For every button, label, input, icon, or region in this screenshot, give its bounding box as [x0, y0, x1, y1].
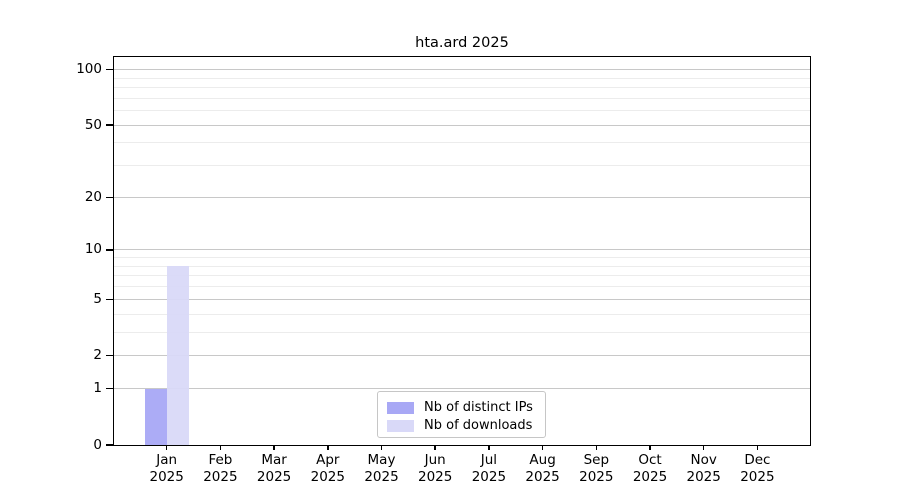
x-tick-month: Sep [583, 452, 610, 468]
y-tick-label: 1 [93, 380, 102, 397]
y-tick [106, 387, 113, 390]
y-tick [106, 124, 113, 126]
y-tick-label: 10 [84, 241, 102, 258]
legend-swatch-downloads [387, 419, 414, 432]
bar-distinct-ips [144, 388, 167, 445]
x-tick-year: 2025 [525, 468, 560, 485]
x-tick-month: Dec [744, 452, 771, 468]
y-tick-label: 5 [93, 290, 102, 307]
legend: Nb of distinct IPs Nb of downloads [377, 391, 546, 438]
x-tick-month: Feb [208, 452, 233, 468]
x-tick [756, 445, 759, 450]
y-tick [106, 298, 113, 301]
x-tick [273, 445, 275, 450]
x-tick-month: Aug [529, 452, 556, 468]
gridline-minor [114, 286, 810, 288]
x-tick-label: Apr 2025 [296, 452, 360, 485]
x-tick-month: Jun [424, 452, 446, 468]
x-tick-year: 2025 [256, 468, 292, 485]
y-tick-label: 2 [93, 347, 102, 364]
y-tick-label: 50 [84, 116, 102, 133]
legend-swatch-distinct-ips [387, 401, 414, 414]
gridline-major [114, 298, 810, 300]
y-tick-label: 0 [93, 436, 102, 453]
x-tick-year: 2025 [418, 468, 453, 485]
x-tick-year: 2025 [364, 468, 399, 485]
x-tick-year: 2025 [686, 468, 721, 485]
x-tick-month: Jul [480, 452, 498, 468]
x-tick-year: 2025 [579, 468, 614, 485]
x-tick-label: Aug 2025 [511, 452, 575, 485]
y-tick-label: 100 [76, 61, 102, 78]
y-tick [106, 444, 113, 446]
gridline-major [114, 196, 810, 198]
x-tick-label: Jun 2025 [403, 452, 467, 485]
x-tick-year: 2025 [632, 468, 668, 485]
gridline-minor [114, 265, 810, 267]
x-tick-month: Jan [156, 452, 178, 468]
x-tick-year: 2025 [740, 468, 775, 485]
x-tick-label: Feb 2025 [188, 452, 252, 485]
x-tick-month: Oct [638, 452, 662, 468]
gridline-minor [114, 110, 810, 112]
gridline-minor [114, 165, 810, 167]
gridline-minor [114, 331, 810, 333]
x-tick-label: Sep 2025 [564, 452, 628, 485]
x-tick [541, 445, 544, 450]
x-tick-label: Jul 2025 [457, 452, 521, 485]
x-tick [380, 445, 383, 450]
gridline-minor [114, 313, 810, 315]
gridline-major [114, 388, 810, 390]
gridline-major [114, 124, 810, 126]
x-tick-label: Oct 2025 [618, 452, 682, 485]
x-tick-month: Nov [690, 452, 717, 468]
x-tick-year: 2025 [471, 468, 507, 485]
x-tick-month: Mar [261, 452, 287, 468]
x-tick-label: Jan 2025 [135, 452, 199, 485]
x-tick [434, 445, 436, 450]
x-tick [488, 445, 490, 450]
gridline-minor [114, 97, 810, 99]
gridline-minor [114, 77, 810, 79]
chart-title: hta.ard 2025 [415, 35, 509, 51]
x-tick-year: 2025 [149, 468, 184, 485]
x-tick [702, 445, 705, 450]
bar-downloads [166, 266, 189, 445]
gridline-major [114, 249, 810, 251]
x-tick-month: May [367, 452, 396, 468]
gridline-minor [114, 275, 810, 277]
gridline-major [114, 355, 810, 357]
x-tick [649, 445, 651, 450]
gridline-major [114, 69, 810, 71]
legend-label: Nb of downloads [424, 418, 533, 433]
plot-border [112, 55, 811, 446]
y-tick [106, 68, 113, 71]
x-tick-year: 2025 [203, 468, 238, 485]
legend-item: Nb of downloads [387, 417, 536, 434]
y-tick [106, 249, 113, 251]
x-tick [165, 445, 168, 450]
gridline-minor [114, 87, 810, 89]
gridline-minor [114, 257, 810, 259]
gridline-minor [114, 142, 810, 144]
legend-item: Nb of distinct IPs [387, 399, 536, 416]
x-tick-label: Dec 2025 [725, 452, 789, 485]
x-tick-label: Mar 2025 [242, 452, 306, 485]
x-tick-label: Nov 2025 [672, 452, 736, 485]
y-tick [106, 354, 113, 357]
y-tick-label: 20 [84, 188, 102, 205]
x-tick-year: 2025 [310, 468, 345, 485]
x-tick-month: Apr [316, 452, 340, 468]
x-tick [595, 445, 598, 450]
y-tick [106, 196, 113, 199]
x-tick [327, 445, 329, 450]
x-tick-label: May 2025 [350, 452, 414, 485]
x-tick [219, 445, 222, 450]
legend-label: Nb of distinct IPs [424, 400, 533, 415]
